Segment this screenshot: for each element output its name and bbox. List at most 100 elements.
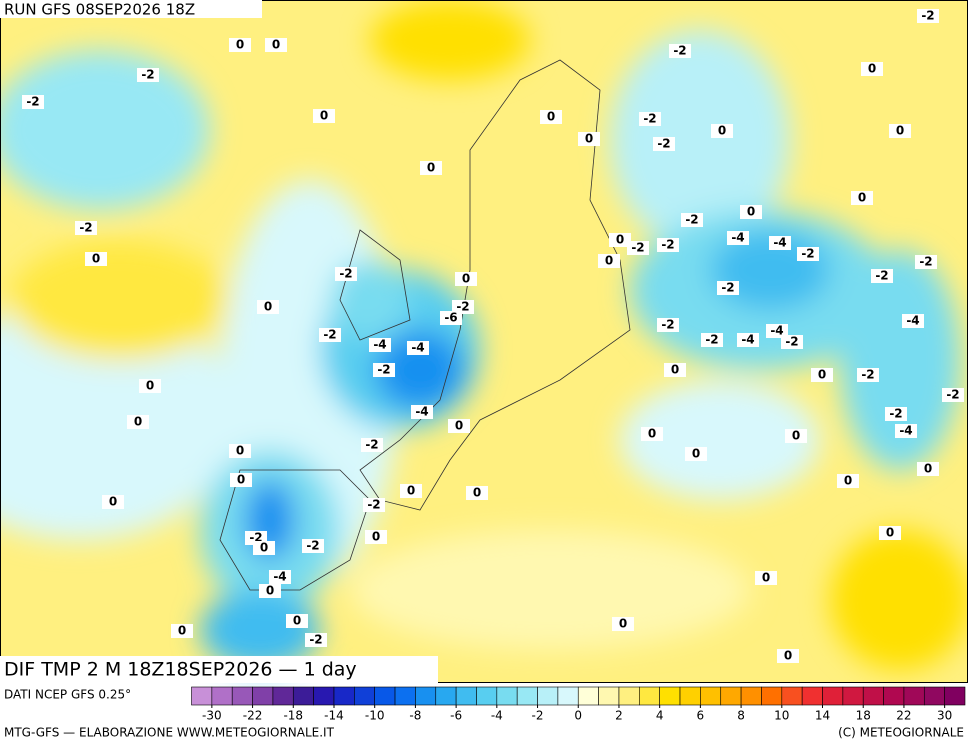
contour-label: 0: [455, 419, 463, 433]
contour-label: 0: [818, 368, 826, 382]
contour-label: 0: [671, 363, 679, 377]
contour-label: 0: [844, 474, 852, 488]
contour-label: -2: [377, 363, 390, 377]
contour-label: -2: [673, 44, 686, 58]
colorbar-label: 4: [656, 709, 664, 723]
colorbar-box: [374, 686, 396, 706]
footer-right: (C) METEOGIORNALE: [838, 726, 964, 740]
contour-label-bg: [229, 38, 251, 52]
contour-label-bg: [627, 241, 649, 255]
contour-label-bg: [917, 462, 939, 476]
contour-label: -2: [365, 438, 378, 452]
contour-label: 0: [272, 38, 280, 52]
contour-label-bg: [657, 318, 679, 332]
colorbar-label: -4: [491, 709, 503, 723]
contour-label-bg: [727, 231, 749, 245]
contour-label-bg: [653, 137, 675, 151]
colorbar-box: [801, 686, 823, 706]
contour-label: -2: [306, 539, 319, 553]
contour-label-bg: [612, 617, 634, 631]
contour-label-bg: [837, 474, 859, 488]
contour-label-bg: [717, 281, 739, 295]
colorbar-label: 10: [774, 709, 789, 723]
contour-label: 0: [427, 161, 435, 175]
contour-label: 0: [109, 495, 117, 509]
colorbar: -30 -22 -18 -14 -10 -8 -6 -4 -2 0 2 4 6 8 10 14 18 22 30: [191, 686, 966, 723]
contour-label: 0: [886, 526, 894, 540]
contour-label-bg: [766, 324, 788, 338]
colorbar-box: [618, 686, 640, 706]
contour-label: 0: [896, 124, 904, 138]
colorbar-label: 2: [615, 709, 623, 723]
contour-label-bg: [286, 614, 308, 628]
colorbar-box: [944, 686, 966, 706]
colorbar-box: [313, 686, 335, 706]
colorbar-box: [822, 686, 844, 706]
contour-label-bg: [373, 363, 395, 377]
contour-label-bg: [229, 444, 251, 458]
contour-label-bg: [466, 486, 488, 500]
colorbar-label: -2: [532, 709, 544, 723]
contour-label-bg: [365, 530, 387, 544]
contour-label: -2: [79, 221, 92, 235]
contour-label: -2: [919, 255, 932, 269]
contour-label: -4: [731, 231, 744, 245]
contour-label: -2: [861, 368, 874, 382]
colorbar-box: [231, 686, 253, 706]
contour-label-bg: [797, 247, 819, 261]
contour-label-bg: [737, 333, 759, 347]
colorbar-box: [354, 686, 375, 706]
contour-label: -2: [685, 213, 698, 227]
colorbar-box: [842, 686, 864, 706]
contour-label-bg: [669, 44, 691, 58]
run-label: RUN GFS 08SEP2026 18Z: [4, 1, 195, 19]
header-box: [0, 0, 262, 18]
contour-label-bg: [895, 424, 917, 438]
contour-label-bg: [137, 68, 159, 82]
contour-label-bg: [777, 649, 799, 663]
colorbar-box: [496, 686, 518, 706]
colorbar-label: 0: [574, 709, 582, 723]
contour-label-bg: [440, 311, 462, 325]
contour-label: -4: [373, 338, 386, 352]
map-title: DIF TMP 2 M 18Z18SEP2026 — 1 day: [4, 659, 357, 681]
colorbar-box: [292, 686, 314, 706]
contour-label-bg: [259, 584, 281, 598]
contour-label: 0: [462, 272, 470, 286]
contour-label-bg: [598, 254, 620, 268]
contour-label-bg: [609, 233, 631, 247]
contour-label-bg: [363, 498, 385, 512]
contour-label-bg: [230, 473, 252, 487]
contour-label-bg: [313, 109, 335, 123]
contour-label: -2: [367, 498, 380, 512]
contour-label: 0: [293, 614, 301, 628]
contour-label: 0: [266, 584, 274, 598]
contour-label: -4: [411, 341, 424, 355]
contour-label: -2: [889, 407, 902, 421]
contour-label: 0: [547, 110, 555, 124]
contour-label: 0: [718, 124, 726, 138]
contour-label-bg: [171, 624, 193, 638]
contour-label-bg: [102, 495, 124, 509]
contour-label: -2: [705, 333, 718, 347]
contour-label-bg: [942, 388, 964, 402]
colorbar-box: [272, 686, 294, 706]
contour-label-bg: [75, 221, 97, 235]
contour-label: -2: [921, 9, 934, 23]
contour-label: 0: [473, 486, 481, 500]
colorbar-box: [333, 686, 355, 706]
contour-label-bg: [361, 438, 383, 452]
contour-label-bg: [540, 110, 562, 124]
contour-label-bg: [269, 570, 291, 584]
contour-label: -4: [770, 324, 783, 338]
contour-label: 0: [264, 300, 272, 314]
contour-label-bg: [302, 539, 324, 553]
contour-label-bg: [411, 405, 433, 419]
colorbar-box: [883, 686, 905, 706]
contour-label: 0: [178, 624, 186, 638]
colorbar-box: [191, 686, 213, 706]
contour-label: -2: [785, 335, 798, 349]
contour-label-bg: [851, 191, 873, 205]
contour-label-bg: [369, 338, 391, 352]
